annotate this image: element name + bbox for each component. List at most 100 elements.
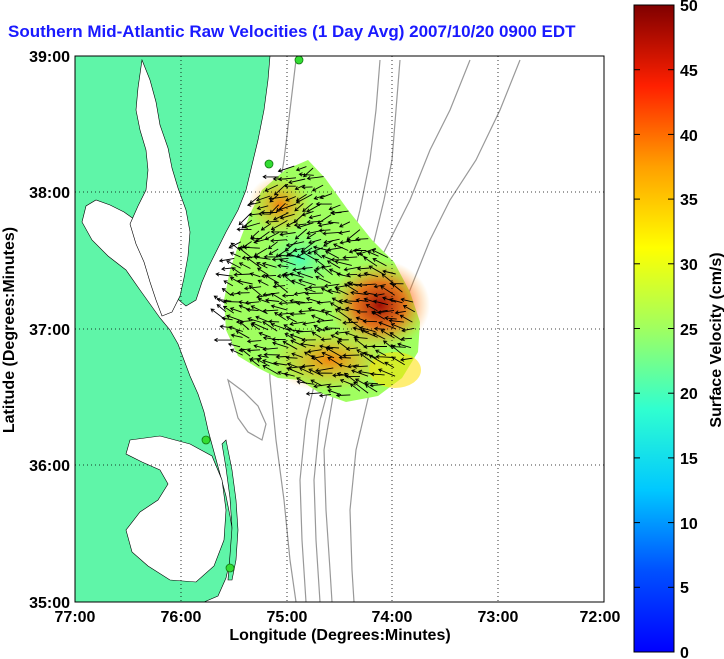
- velocity-arrow: [258, 211, 271, 217]
- velocity-arrow: [293, 222, 307, 228]
- velocity-arrow: [342, 320, 358, 325]
- velocity-arrow: [233, 272, 251, 277]
- velocity-arrow: [323, 238, 340, 245]
- colorbar: 50 45 40 35 30 25 20 15 10 5 0 Surface V…: [633, 0, 724, 659]
- velocity-arrow: [286, 362, 298, 368]
- station-marker: [294, 56, 304, 65]
- velocity-arrow: [346, 272, 358, 277]
- velocity-arrow: [270, 220, 287, 231]
- velocity-arrow: [239, 321, 250, 330]
- y-tick-label: 35:00: [29, 595, 70, 612]
- velocity-arrow: [380, 285, 395, 296]
- velocity-arrow: [295, 329, 314, 335]
- x-axis-label: Longitude (Degrees:Minutes): [229, 627, 450, 644]
- map-title: Southern Mid-Atlantic Raw Velocities (1 …: [8, 22, 576, 41]
- velocity-arrow: [215, 272, 233, 277]
- colorbar-tick-label: 15: [680, 451, 698, 468]
- velocity-arrow: [243, 222, 261, 229]
- velocity-arrow: [246, 201, 261, 207]
- velocity-arrow: [301, 185, 313, 190]
- velocity-arrow: [306, 219, 324, 225]
- velocity-arrow: [310, 379, 323, 387]
- velocity-arrow: [320, 308, 332, 313]
- land-mass: [75, 56, 271, 602]
- velocity-arrow: [294, 228, 308, 240]
- pamlico-sound: [125, 435, 227, 583]
- velocity-arrow: [326, 247, 343, 252]
- velocity-arrow: [253, 255, 271, 260]
- velocity-arrow: [289, 312, 306, 317]
- velocity-arrow: [349, 383, 361, 392]
- x-axis: 77:00 76:00 75:00 74:00 73:00 72:00 Long…: [55, 609, 621, 644]
- velocity-arrow: [342, 353, 360, 358]
- velocity-arrow: [343, 372, 358, 384]
- velocity-arrow: [275, 354, 287, 360]
- velocity-arrow: [270, 292, 288, 303]
- station-marker: [264, 159, 274, 169]
- colorbar-tick-label: 50: [680, 0, 698, 15]
- velocity-arrow: [344, 306, 360, 312]
- colorbar-tick-label: 10: [680, 516, 698, 533]
- velocity-arrow: [218, 257, 235, 263]
- velocity-arrow: [304, 291, 324, 296]
- velocity-arrow: [322, 231, 340, 236]
- velocity-arrow: [371, 311, 386, 320]
- velocity-arrow: [306, 349, 322, 354]
- velocity-arrow: [377, 309, 395, 315]
- velocity-arrow: [320, 337, 332, 342]
- velocity-arrow: [326, 384, 342, 389]
- velocity-arrow: [345, 346, 359, 352]
- velocity-arrow: [216, 304, 227, 313]
- velocity-arrow: [332, 373, 344, 378]
- velocity-arrow: [316, 319, 334, 324]
- velocity-arrow: [288, 178, 306, 185]
- velocity-arrow: [284, 333, 297, 341]
- x-tick-label: 76:00: [161, 609, 202, 626]
- velocity-arrow: [365, 304, 378, 312]
- velocity-arrow: [389, 332, 403, 342]
- velocity-arrow: [338, 355, 351, 360]
- velocity-arrow: [246, 348, 261, 353]
- velocity-arrow: [249, 358, 260, 367]
- velocity-arrow: [229, 307, 242, 313]
- velocity-arrow: [352, 364, 368, 369]
- velocity-arrow: [263, 352, 281, 357]
- velocity-arrow: [313, 383, 332, 389]
- velocity-arrow: [347, 364, 360, 369]
- velocity-arrow: [241, 255, 260, 261]
- velocity-arrow: [326, 260, 341, 269]
- velocity-arrow: [399, 314, 413, 323]
- velocity-arrow: [339, 378, 351, 385]
- velocity-arrow: [336, 306, 349, 312]
- velocity-arrow: [278, 203, 297, 211]
- velocity-arrow: [357, 273, 370, 278]
- velocity-arrow: [273, 183, 287, 196]
- velocity-arrow: [397, 342, 412, 349]
- velocity-arrow: [289, 272, 304, 278]
- velocity-arrow: [285, 355, 298, 360]
- velocity-arrow: [402, 305, 416, 313]
- velocity-arrow: [313, 251, 323, 259]
- velocity-arrow: [295, 166, 307, 172]
- velocity-field: [210, 160, 430, 402]
- velocity-arrow: [381, 273, 394, 284]
- velocity-arrow: [264, 184, 279, 192]
- velocity-arrow: [400, 297, 414, 303]
- colorbar-tick-label: 5: [680, 580, 689, 597]
- colorbar-label: Surface Velocity (cm/s): [708, 252, 724, 427]
- velocity-arrow: [270, 304, 288, 311]
- velocity-arrow: [364, 384, 378, 393]
- velocity-arrow: [338, 230, 350, 235]
- velocity-arrows: [210, 165, 416, 398]
- colorbar-tick-label: 25: [680, 322, 698, 339]
- x-tick-label: 72:00: [580, 609, 621, 626]
- velocity-arrow: [301, 364, 315, 369]
- velocity-arrow: [306, 176, 324, 181]
- velocity-arrow: [255, 195, 271, 202]
- velocity-arrow: [324, 311, 342, 321]
- velocity-arrow: [342, 255, 358, 260]
- velocity-arrow: [308, 368, 324, 377]
- velocity-arrow: [279, 258, 296, 266]
- velocity-arrow: [229, 276, 244, 285]
- velocity-arrow: [320, 287, 333, 295]
